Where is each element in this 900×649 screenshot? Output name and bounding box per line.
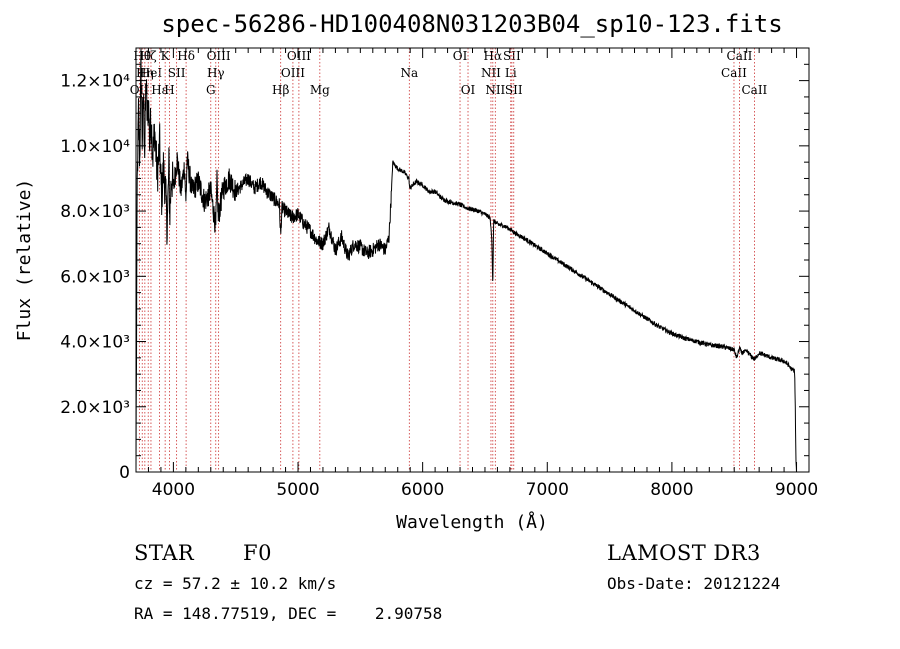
y-axis-label: Flux (relative) xyxy=(14,179,35,342)
plot-frame xyxy=(135,47,810,473)
line-marker-label: SII xyxy=(503,49,521,63)
line-marker-label: Hθ xyxy=(133,49,151,63)
line-marker-label: Hε xyxy=(151,83,168,97)
line-marker-label: Hβ xyxy=(272,83,289,97)
y-tick-label: 1.0×10⁴ xyxy=(60,137,130,157)
survey-label: LAMOST DR3 xyxy=(607,541,761,565)
line-marker-label: Hα xyxy=(484,49,503,63)
line-marker-label: Li xyxy=(505,66,517,80)
x-tick-label: 9000 xyxy=(775,480,818,500)
x-tick-label: 4000 xyxy=(152,480,195,500)
x-tick-label: 7000 xyxy=(526,480,569,500)
x-tick-label: 5000 xyxy=(276,480,319,500)
line-marker-label: HeI xyxy=(140,66,163,80)
emission-line-markers: OIIHθHηHζHeIHεKHSIIHδGHγOIIIHβOIIIOIIIMg… xyxy=(130,48,768,472)
line-marker-label: K xyxy=(161,49,171,63)
line-marker-label: OIII xyxy=(207,49,231,63)
line-marker-label: OI xyxy=(453,49,468,63)
x-tick-label: 6000 xyxy=(401,480,444,500)
line-marker-label: CaII xyxy=(721,66,747,80)
obs-date-text: Obs-Date: 20121224 xyxy=(607,574,781,593)
line-marker-label: OIII xyxy=(287,49,311,63)
line-marker-label: Na xyxy=(400,66,418,80)
object-subclass: F0 xyxy=(243,541,272,565)
coordinates-text: RA = 148.77519, DEC = 2.90758 xyxy=(134,604,443,623)
x-axis-ticks: 4000 5000 6000 7000 8000 9000 xyxy=(135,48,818,500)
line-marker-label: CaII xyxy=(727,49,753,63)
spectrum-series xyxy=(135,48,797,473)
line-marker-label: OIII xyxy=(281,66,305,80)
y-tick-label: 2.0×10³ xyxy=(60,398,130,418)
line-marker-label: Hδ xyxy=(177,49,195,63)
line-marker-label: NII xyxy=(481,66,501,80)
y-tick-label: 8.0×10³ xyxy=(60,202,130,222)
line-marker-label: Hγ xyxy=(207,66,225,80)
chart-title: spec-56286-HD100408N031203B04_sp10-123.f… xyxy=(161,10,782,38)
spectrum-line xyxy=(135,48,797,473)
line-marker-label: G xyxy=(206,83,216,97)
line-marker-label: Mg xyxy=(310,83,330,97)
line-marker-label: CaII xyxy=(741,83,767,97)
object-class: STAR xyxy=(134,541,195,565)
line-marker-label: OII xyxy=(130,83,150,97)
line-marker-label: OI xyxy=(461,83,476,97)
line-marker-label: Hζ xyxy=(140,49,157,63)
y-axis-ticks: 0 2.0×10³ 4.0×10³ 6.0×10³ 8.0×10³ 1.0×10⁴ 1.2×… xyxy=(60,47,809,483)
x-axis-label: Wavelength (Å) xyxy=(396,511,548,533)
y-tick-label: 1.2×10⁴ xyxy=(60,72,130,92)
y-tick-label: 4.0×10³ xyxy=(60,333,130,353)
line-marker-label: H xyxy=(164,83,174,97)
y-tick-label: 0 xyxy=(119,463,130,483)
redshift-text: cz = 57.2 ± 10.2 km/s xyxy=(134,574,337,593)
line-marker-label: NII xyxy=(485,83,505,97)
x-tick-label: 8000 xyxy=(650,480,693,500)
line-marker-label: SII xyxy=(168,66,186,80)
y-tick-label: 6.0×10³ xyxy=(60,267,130,287)
line-marker-label: SII xyxy=(505,83,523,97)
